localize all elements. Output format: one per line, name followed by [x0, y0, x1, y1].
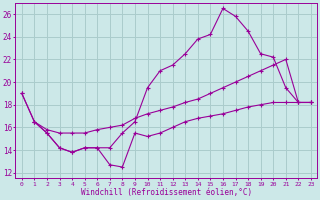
X-axis label: Windchill (Refroidissement éolien,°C): Windchill (Refroidissement éolien,°C) [81, 188, 252, 197]
